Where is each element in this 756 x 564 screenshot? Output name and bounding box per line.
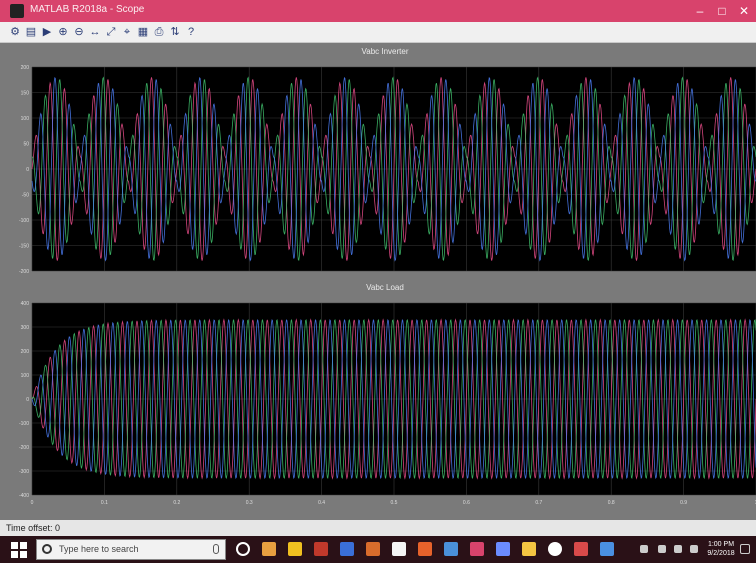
print-icon[interactable]: ⎙ [154,26,164,38]
top-y-tick-label: -50 [22,193,29,199]
zoom-x-icon[interactable]: ↔ [89,26,101,38]
cursor-icon[interactable]: ⌖ [123,26,131,38]
task-view-icon[interactable] [236,542,250,556]
bottom-y-tick-label: 200 [21,349,30,355]
scope-plots[interactable]: 200150100500-50-100-150-2004003002001000… [0,43,756,520]
measure-icon[interactable]: ▦ [137,26,149,38]
x-tick-label: 0.6 [463,500,470,506]
notifications-icon[interactable] [740,544,750,554]
top-y-tick-label: -100 [19,218,29,224]
settings-icon[interactable]: ⚙ [10,26,20,38]
zoom-in-icon[interactable]: ⊕ [58,26,68,38]
status-text: Time offset: 0 [6,523,61,533]
window-titlebar: MATLAB R2018a - Scope – □ ✕ [0,0,756,22]
top-series-1 [31,77,756,261]
top-y-tick-label: -150 [19,244,29,250]
folder-icon[interactable] [288,542,302,556]
clock-date: 9/2/2018 [707,550,735,557]
triggers-icon[interactable]: ⇅ [170,26,180,38]
top-series-3 [31,76,756,262]
tray-pen-icon[interactable] [640,545,648,553]
bottom-y-tick-label: 400 [21,301,30,307]
x-tick-label: 0.7 [535,500,542,506]
top-y-tick-label: 200 [21,65,30,71]
zoom-out-icon[interactable]: ⊖ [74,26,84,38]
microphone-icon[interactable] [213,544,219,554]
office-icon[interactable] [314,542,328,556]
bottom-y-tick-label: 0 [26,397,29,403]
bottom-y-tick-label: 300 [21,325,30,331]
store-icon[interactable] [392,542,406,556]
wifi-icon[interactable] [674,545,682,553]
app-icon-2[interactable] [496,542,510,556]
cortana-icon [42,544,52,554]
top-y-tick-label: 150 [21,91,30,97]
bottom-y-tick-label: -300 [19,469,29,475]
top-y-tick-label: -200 [19,269,29,275]
x-tick-label: 0.4 [318,500,325,506]
open-icon[interactable]: ▤ [25,26,37,38]
x-tick-label: 0.2 [173,500,180,506]
help-icon[interactable]: ? [187,26,195,38]
mail-icon[interactable] [444,542,458,556]
taskbar-search-input[interactable]: Type here to search [36,539,226,560]
run-icon[interactable]: ▶ [42,26,52,38]
scope-toolbar: ⚙ ▤ ▶ ⊕ ⊖ ↔ ⤢ ⌖ ▦ ⎙ ⇅ ? [0,22,756,43]
x-tick-label: 0.3 [246,500,253,506]
x-tick-label: 1 [755,500,756,506]
bottom-series-1 [31,318,756,480]
status-bar: Time offset: 0 [0,520,756,536]
matlab-app-icon [10,4,24,18]
autoscale-icon[interactable]: ⤢ [106,26,116,38]
scope-figure: Vabc Inverter Vabc Load 200 150 100 50 0 -50-… [0,43,756,520]
x-tick-label: 0.9 [680,500,687,506]
tray-chevron-icon[interactable] [658,545,666,553]
file-explorer-icon[interactable] [262,542,276,556]
windows-taskbar: Type here to search 1:00 PM 9/2/2018 [0,536,756,563]
x-tick-label: 0.1 [101,500,108,506]
app-icon-4[interactable] [600,542,614,556]
bottom-series-3 [31,318,756,480]
acrobat-icon[interactable] [574,542,588,556]
word-icon[interactable] [340,542,354,556]
app-icon-1[interactable] [470,542,484,556]
x-tick-label: 0.5 [391,500,398,506]
taskbar-clock[interactable]: 1:00 PM 9/2/2018 [706,540,736,558]
top-plot-title: Vabc Inverter [361,47,409,56]
clock-time: 1:00 PM [707,541,735,548]
window-title: MATLAB R2018a - Scope [30,4,145,15]
search-placeholder: Type here to search [59,544,139,554]
top-y-tick-label: 50 [23,142,29,148]
x-tick-label: 0 [31,500,34,506]
x-tick-label: 0.8 [608,500,615,506]
bottom-y-tick-label: -200 [19,445,29,451]
close-button[interactable]: ✕ [738,4,750,18]
chrome-icon[interactable] [522,542,536,556]
bottom-plot-title: Vabc Load [366,283,404,292]
bottom-y-tick-label: -400 [19,493,29,499]
top-y-tick-label: 0 [26,167,29,173]
app-icon-3[interactable] [548,542,562,556]
top-y-tick-label: 100 [21,116,30,122]
top-series-2 [31,76,756,262]
bottom-y-tick-label: 100 [21,373,30,379]
matlab-icon[interactable] [418,542,432,556]
bottom-y-tick-label: -100 [19,421,29,427]
maximize-button[interactable]: □ [718,4,726,18]
windows-start-icon[interactable] [10,541,28,559]
minimize-button[interactable]: – [696,4,704,18]
powerpoint-icon[interactable] [366,542,380,556]
volume-icon[interactable] [690,545,698,553]
bottom-series-2 [31,318,756,480]
